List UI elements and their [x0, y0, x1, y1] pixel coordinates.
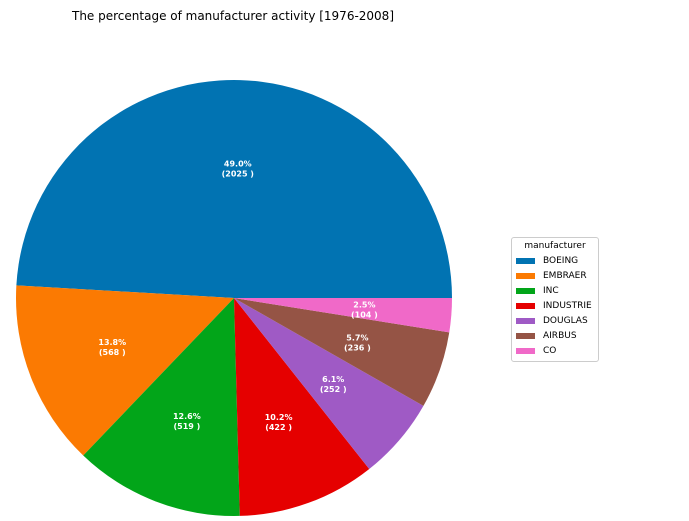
legend-swatch: [516, 257, 535, 264]
legend-items: BOEING EMBRAER INC INDUSTRIE DOUGLAS AIRBUS CO: [512, 253, 598, 358]
legend-item-embraer: EMBRAER: [512, 268, 598, 283]
legend-swatch: [516, 272, 535, 279]
legend-label: BOEING: [543, 255, 579, 266]
legend-item-airbus: AIRBUS: [512, 328, 598, 343]
slice-percent-label: 10.2%: [265, 413, 293, 422]
legend-item-boeing: BOEING: [512, 253, 598, 268]
slice-percent-label: 13.8%: [98, 338, 126, 347]
slice-count-label: (252 ): [320, 385, 347, 394]
legend-item-co: CO: [512, 343, 598, 358]
legend-swatch: [516, 287, 535, 294]
legend-label: CO: [543, 345, 557, 356]
legend-swatch: [516, 317, 535, 324]
slice-count-label: (2025 ): [222, 169, 254, 178]
slice-count-label: (422 ): [265, 423, 292, 432]
pie-slice-co: [234, 298, 452, 333]
pie-slice-boeing: [16, 80, 453, 298]
slice-label-co: 2.5% (104 ): [351, 300, 378, 319]
slice-label-boeing: 49.0% (2025 ): [222, 159, 254, 178]
legend-item-industrie: INDUSTRIE: [512, 298, 598, 313]
slice-label-airbus: 5.7% (236 ): [344, 333, 371, 352]
slice-label-embraer: 13.8% (568 ): [98, 338, 126, 357]
legend-swatch: [516, 347, 535, 354]
pie-slice-industrie: [234, 298, 370, 516]
slice-label-douglas: 6.1% (252 ): [320, 375, 347, 394]
slice-label-industrie: 10.2% (422 ): [265, 413, 293, 432]
legend-label: DOUGLAS: [543, 315, 588, 326]
legend-label: EMBRAER: [543, 270, 587, 281]
slice-percent-label: 6.1%: [322, 375, 344, 384]
slice-count-label: (568 ): [99, 348, 126, 357]
legend-swatch: [516, 302, 535, 309]
slice-percent-label: 5.7%: [346, 333, 368, 342]
legend-item-inc: INC: [512, 283, 598, 298]
slice-percent-label: 49.0%: [224, 159, 252, 168]
legend-label: INC: [543, 285, 559, 296]
slice-count-label: (104 ): [351, 310, 378, 319]
chart-title: The percentage of manufacturer activity …: [72, 9, 395, 23]
legend-label: AIRBUS: [543, 330, 577, 341]
pie-slice-inc: [83, 298, 240, 516]
legend-label: INDUSTRIE: [543, 300, 592, 311]
slice-percent-label: 2.5%: [353, 300, 375, 309]
slice-percent-label: 12.6%: [173, 412, 201, 421]
legend-title: manufacturer: [524, 241, 586, 251]
pie-slice-embraer: [16, 285, 235, 456]
slice-count-label: (519 ): [173, 422, 200, 431]
slice-label-inc: 12.6% (519 ): [173, 412, 201, 431]
legend-item-douglas: DOUGLAS: [512, 313, 598, 328]
pie-slice-airbus: [234, 298, 450, 406]
pie-slice-douglas: [234, 298, 424, 469]
slice-count-label: (236 ): [344, 343, 371, 352]
legend-swatch: [516, 332, 535, 339]
legend: manufacturer BOEING EMBRAER INC INDUSTRIE DO…: [511, 237, 599, 362]
